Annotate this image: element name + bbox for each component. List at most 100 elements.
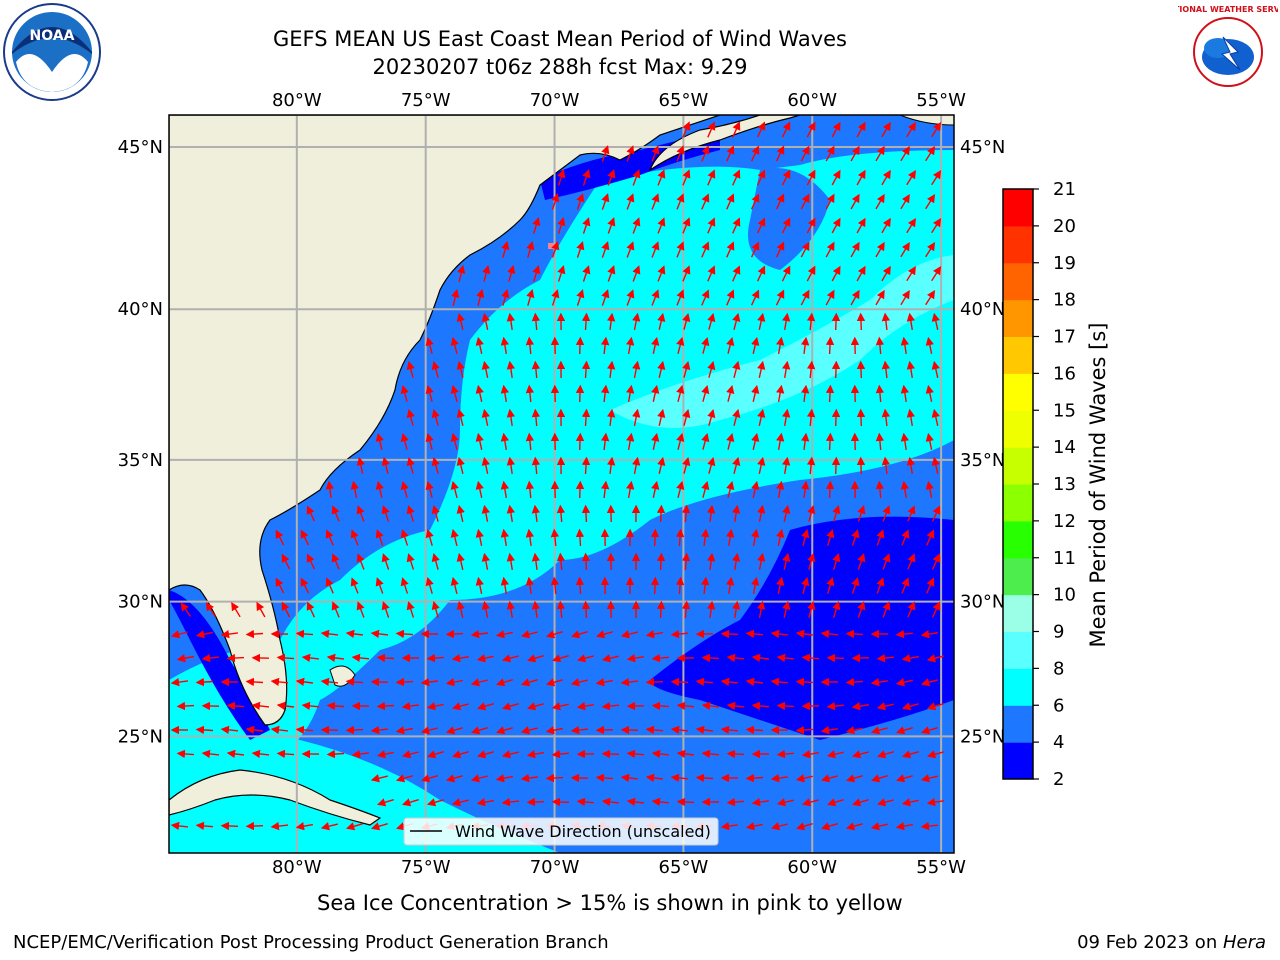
wave-direction-arrow xyxy=(701,480,710,498)
wave-direction-arrow xyxy=(807,552,816,570)
wave-direction-arrow xyxy=(626,749,645,759)
wave-direction-arrow xyxy=(350,577,359,594)
wave-direction-arrow xyxy=(676,336,685,354)
wave-direction-arrow xyxy=(651,653,670,663)
wave-direction-arrow xyxy=(682,169,691,186)
wave-direction-arrow xyxy=(881,265,891,282)
colorbar: 2 4 6 8 9 10 11 12 13 14 15 16 17 18 19 20 21 xyxy=(1002,179,1076,790)
wave-direction-arrow xyxy=(601,797,619,807)
colorbar-segment xyxy=(1003,668,1033,706)
wave-direction-arrow xyxy=(901,798,919,807)
wave-direction-arrow xyxy=(600,384,610,403)
wave-direction-arrow xyxy=(506,504,515,523)
wave-direction-arrow xyxy=(526,654,544,663)
wave-direction-arrow xyxy=(526,702,544,711)
wave-direction-arrow xyxy=(751,384,760,402)
wave-direction-arrow xyxy=(626,145,635,162)
wave-direction-arrow xyxy=(675,528,685,547)
wave-direction-arrow xyxy=(431,408,440,426)
wave-direction-arrow xyxy=(475,528,484,546)
wave-direction-arrow xyxy=(551,241,560,258)
wave-direction-arrow xyxy=(595,773,614,783)
wave-direction-arrow xyxy=(726,432,735,450)
wave-direction-arrow xyxy=(832,552,841,570)
wave-direction-arrow xyxy=(300,577,310,594)
wave-direction-arrow xyxy=(925,146,936,162)
wave-direction-arrow xyxy=(751,528,760,547)
wave-direction-arrow xyxy=(856,456,866,475)
wave-direction-arrow xyxy=(326,701,345,711)
wave-direction-arrow xyxy=(575,576,585,595)
wave-direction-arrow xyxy=(701,384,710,402)
wave-direction-arrow xyxy=(801,528,810,546)
wave-direction-arrow xyxy=(301,701,320,711)
wave-direction-arrow xyxy=(431,552,440,570)
wave-direction-arrow xyxy=(381,456,390,474)
sea-ice-marker xyxy=(548,243,554,249)
wave-direction-arrow xyxy=(801,750,820,759)
wave-direction-arrow xyxy=(800,193,810,210)
wave-direction-arrow xyxy=(920,630,939,639)
wave-direction-arrow xyxy=(732,312,741,330)
wave-direction-arrow xyxy=(845,774,863,783)
wave-direction-arrow xyxy=(500,576,509,595)
wave-direction-arrow xyxy=(425,432,434,450)
wave-direction-arrow xyxy=(325,577,334,594)
wave-direction-arrow xyxy=(751,653,769,663)
wave-direction-arrow xyxy=(825,480,835,499)
wave-direction-arrow xyxy=(220,629,238,639)
wave-direction-arrow xyxy=(845,677,864,687)
wave-direction-arrow xyxy=(900,480,910,499)
wave-direction-arrow xyxy=(551,654,569,663)
wave-direction-arrow xyxy=(506,456,516,475)
wave-direction-arrow xyxy=(825,336,835,355)
wave-direction-arrow xyxy=(476,288,485,306)
wave-direction-arrow xyxy=(875,336,885,355)
wave-direction-arrow xyxy=(375,432,384,450)
wave-direction-arrow xyxy=(606,408,616,426)
wave-direction-arrow xyxy=(426,702,444,711)
wave-direction-arrow xyxy=(270,725,288,735)
wave-direction-arrow xyxy=(682,456,691,474)
wave-direction-arrow xyxy=(545,630,563,639)
wave-direction-arrow xyxy=(926,702,944,711)
lon-label-bottom: 55°W xyxy=(916,857,966,878)
wave-direction-arrow xyxy=(651,336,660,354)
wave-direction-arrow xyxy=(425,576,434,594)
wave-direction-arrow xyxy=(170,677,188,687)
wave-direction-arrow xyxy=(826,798,844,807)
wave-direction-arrow xyxy=(400,432,409,450)
wave-direction-arrow xyxy=(195,677,214,687)
colorbar-segment xyxy=(1003,189,1033,227)
wave-direction-arrow xyxy=(520,630,538,639)
wave-direction-arrow xyxy=(626,241,635,258)
wave-direction-arrow xyxy=(726,241,735,258)
wave-direction-arrow xyxy=(726,336,735,354)
wave-direction-arrow xyxy=(676,193,685,210)
wave-direction-arrow xyxy=(770,629,788,639)
wave-direction-arrow xyxy=(300,529,310,546)
wave-direction-arrow xyxy=(632,217,641,234)
wave-direction-arrow xyxy=(431,504,440,522)
wave-direction-arrow xyxy=(531,312,541,331)
wave-direction-arrow xyxy=(775,241,785,258)
wave-direction-arrow xyxy=(776,576,785,594)
wave-direction-arrow xyxy=(795,725,814,735)
wave-direction-arrow xyxy=(731,600,741,619)
wave-direction-arrow xyxy=(570,725,588,735)
wave-direction-arrow xyxy=(770,677,789,687)
wave-direction-arrow xyxy=(776,528,785,546)
wave-direction-arrow xyxy=(275,577,285,594)
wave-direction-arrow xyxy=(875,193,885,210)
wave-direction-arrow xyxy=(205,602,216,618)
wave-direction-arrow xyxy=(901,750,919,759)
wave-direction-arrow xyxy=(676,480,685,498)
wave-direction-arrow xyxy=(900,242,910,258)
wave-direction-arrow xyxy=(481,600,490,618)
lat-label-right: 35°N xyxy=(960,450,1005,471)
wave-direction-arrow xyxy=(701,701,719,711)
wave-direction-arrow xyxy=(931,266,942,282)
wave-direction-arrow xyxy=(450,336,459,354)
wave-direction-arrow xyxy=(551,797,570,807)
wave-direction-arrow xyxy=(632,360,641,379)
